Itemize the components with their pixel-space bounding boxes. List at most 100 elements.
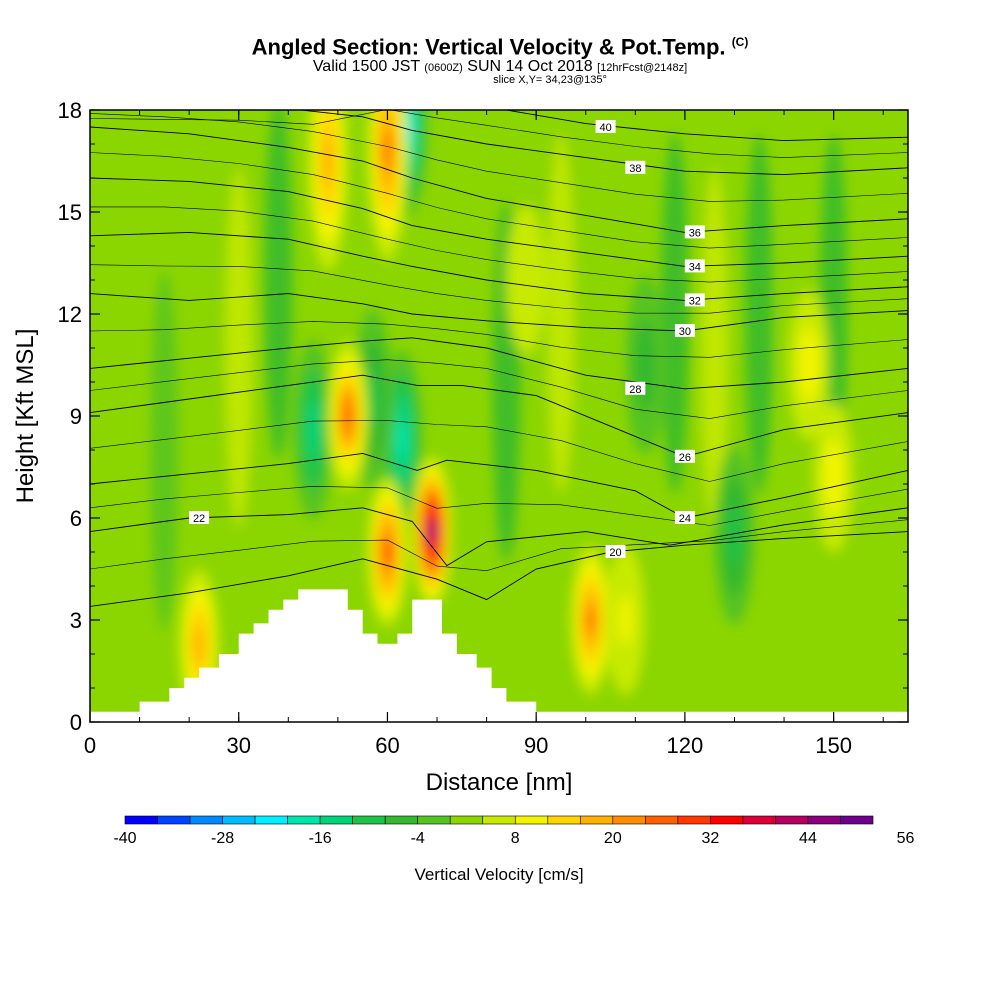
isentrope-label-30: 30	[679, 326, 691, 338]
velocity-cells	[115, 110, 888, 719]
isentrope-label-28: 28	[629, 384, 641, 396]
isentrope-minor	[90, 206, 908, 283]
x-tick-label: 0	[84, 733, 96, 758]
isentropes: 20 22 24 26 28 30 32 34 36 38 40	[90, 110, 908, 607]
terrain	[90, 589, 908, 722]
y-tick-label: 6	[70, 506, 82, 531]
x-axis-label: Distance [nm]	[426, 769, 573, 796]
isentrope-20	[90, 531, 908, 607]
isentrope-36	[90, 126, 908, 233]
isentrope-label-box	[674, 511, 695, 524]
colorbar-tick-label: 8	[511, 830, 520, 847]
colorbar-tick-label: -40	[113, 830, 136, 847]
isentrope-26	[90, 374, 908, 458]
isentrope-label-box	[605, 545, 626, 558]
isentrope-minor	[90, 321, 908, 358]
isentrope-minor	[90, 420, 908, 482]
colorbar-swatch	[352, 815, 386, 825]
velocity-band	[546, 134, 575, 494]
colorbar-tick-label: 44	[799, 830, 817, 847]
colorbar-swatch	[612, 815, 646, 825]
velocity-band	[447, 134, 476, 494]
terrain-mask	[90, 589, 908, 722]
x-tick-label: 120	[667, 733, 704, 758]
x-tick-label: 30	[226, 733, 250, 758]
downdraft-cell	[293, 339, 334, 520]
y-tick-label: 18	[58, 98, 82, 123]
colorbar-swatch	[807, 815, 841, 825]
isentrope-22	[90, 507, 908, 567]
isentrope-label-box	[674, 324, 695, 337]
y-tick-label: 3	[70, 608, 82, 633]
velocity-field	[90, 110, 908, 722]
chart-title: Angled Section: Vertical Velocity & Pot.…	[251, 34, 749, 60]
y-axis-label: Height [Kft MSL]	[12, 329, 39, 504]
colorbar-swatch	[384, 815, 418, 825]
colorbar-swatch	[254, 815, 288, 825]
isentrope-label-32: 32	[689, 295, 701, 307]
colorbar-tick-label: -28	[211, 830, 234, 847]
isentrope-32	[90, 231, 908, 301]
isentrope-label-20: 20	[609, 547, 621, 559]
isentrope-24	[90, 452, 908, 519]
colorbar-swatch	[449, 815, 484, 825]
isentrope-30	[90, 293, 908, 332]
colorbar-swatch	[840, 815, 874, 825]
colorbar-swatch	[157, 815, 191, 825]
colorbar: -40 -28 -16 -4 8 20 32 44 56 Vertical Velocity [c…	[113, 815, 915, 884]
velocity-band	[745, 134, 774, 494]
isentrope-minor	[90, 359, 908, 419]
y-tick-label: 0	[70, 710, 82, 735]
isentrope-28	[90, 337, 908, 390]
colorbar-swatch	[287, 815, 321, 825]
isentrope-minor	[90, 152, 908, 249]
velocity-band	[224, 168, 253, 528]
colorbar-swatch	[677, 815, 711, 825]
isentrope-38	[296, 110, 908, 176]
colorbar-swatch	[417, 815, 451, 825]
colorbar-tick-label: -4	[411, 830, 425, 847]
colorbar-swatch	[222, 815, 256, 825]
isentrope-label-26: 26	[679, 452, 691, 464]
isentrope-minor	[90, 264, 908, 314]
colorbar-swatch	[189, 815, 223, 825]
colorbar-tick-label: 56	[897, 830, 915, 847]
isentrope-minor	[90, 485, 908, 526]
isentrope-label-box	[684, 259, 705, 273]
colorbar-tick-label: 32	[701, 830, 719, 847]
colorbar-swatch	[645, 815, 679, 825]
isentrope-minor	[90, 519, 908, 572]
isentrope-label-box	[595, 120, 616, 133]
isentrope-minor	[90, 110, 908, 158]
velocity-band	[150, 270, 179, 630]
updraft-cell	[813, 402, 854, 553]
x-tick-label: 90	[524, 733, 548, 758]
isentrope-label-38: 38	[629, 163, 641, 175]
y-tick-label: 12	[58, 302, 82, 327]
colorbar-swatch	[710, 815, 744, 825]
colorbar-tick-label: -16	[309, 830, 332, 847]
updraft-cell	[506, 205, 547, 355]
velocity-band	[819, 134, 848, 494]
velocity-band	[700, 168, 729, 528]
isentrope-label-box	[684, 293, 705, 307]
isentrope-label-22: 22	[193, 513, 205, 525]
isentrope-minor	[90, 113, 908, 202]
velocity-band	[859, 202, 888, 562]
y-tick-label: 15	[58, 200, 82, 225]
colorbar-swatch	[482, 815, 516, 825]
downdraft-cell	[625, 275, 666, 455]
colorbar-swatch	[547, 815, 581, 825]
isentrope-label-34: 34	[689, 261, 701, 273]
isentrope-label-36: 36	[689, 227, 701, 239]
velocity-band	[591, 202, 620, 562]
colorbar-tick-label: 20	[604, 830, 622, 847]
colorbar-swatch	[514, 815, 549, 825]
colorbar-swatch	[580, 815, 614, 825]
x-tick-label: 60	[375, 733, 399, 758]
updraft-cell	[605, 545, 646, 695]
updraft-cell	[307, 110, 348, 271]
y-tick-label: 9	[70, 404, 82, 429]
